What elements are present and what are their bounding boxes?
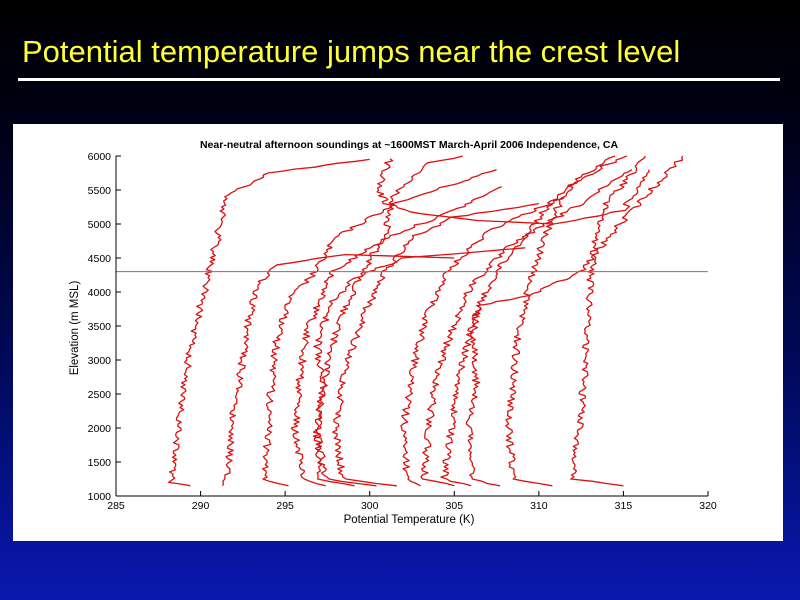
y-tick-label: 1500 [88,457,112,469]
x-tick-label: 295 [276,500,294,512]
y-tick-label: 4000 [88,287,112,299]
y-tick-label: 5500 [88,185,112,197]
sounding-line [400,196,565,487]
title-divider [18,78,780,81]
y-axis-label: Elevation (m MSL) [69,281,81,376]
x-tick-label: 310 [530,500,548,512]
y-tick-label: 3000 [88,355,112,367]
x-tick-label: 305 [446,500,464,512]
slide-title: Potential temperature jumps near the cre… [22,34,681,69]
sounding-line [290,186,502,487]
x-tick-label: 320 [699,500,717,512]
y-tick-label: 6000 [88,151,112,163]
sounding-line [505,155,616,487]
sounding-line [570,155,646,487]
sounding-line [313,247,526,487]
sounding-line [332,202,540,487]
sounding-line [465,155,684,487]
sounding-line [221,253,455,487]
sounding-line [167,158,370,487]
chart-title: Near-neutral afternoon soundings at ~160… [200,139,618,151]
x-tick-label: 290 [192,500,210,512]
series-layer [167,155,684,487]
x-tick-label: 285 [107,500,125,512]
x-tick-label: 315 [615,500,633,512]
y-tick-label: 2000 [88,423,112,435]
sounding-line [440,155,628,487]
sounding-line [420,169,633,487]
axes-layer: 285 290 295 300 305 310 315 320 1000 1500 2000 2500… [88,151,717,512]
y-tick-label: 2500 [88,389,112,401]
chart-figure: Near-neutral afternoon soundings at ~160… [13,124,783,541]
y-tick-label: 5000 [88,219,112,231]
y-tick-label: 4500 [88,253,112,265]
sounding-line [376,158,650,225]
y-tick-label: 3500 [88,321,112,333]
sounding-line [261,168,497,487]
x-tick-label: 300 [361,500,379,512]
y-tick-label: 1000 [88,491,112,503]
sounding-chart: Near-neutral afternoon soundings at ~160… [69,139,717,526]
x-axis-label: Potential Temperature (K) [344,514,475,526]
